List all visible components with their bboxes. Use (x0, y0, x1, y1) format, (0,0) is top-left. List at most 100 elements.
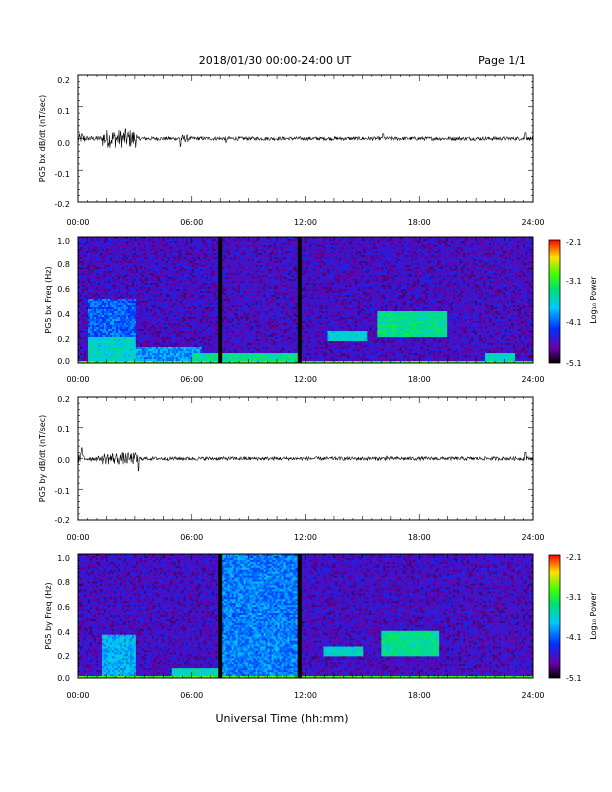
spectrogram-cell (216, 335, 218, 337)
spectrogram-cell (208, 331, 210, 333)
spectrogram-cell (214, 315, 216, 317)
spectrogram-cell (88, 253, 90, 255)
spectrogram-cell (130, 245, 132, 247)
spectrogram-cell (142, 251, 144, 253)
spectrogram-cell (106, 357, 108, 359)
spectrogram-cell (192, 327, 194, 329)
spectrogram-cell (210, 257, 212, 259)
spectrogram-cell (216, 309, 218, 311)
spectrogram-cell (102, 339, 104, 341)
spectrogram-cell (126, 247, 128, 249)
spectrogram-cell (162, 273, 164, 275)
spectrogram-cell (156, 267, 158, 269)
spectrogram-cell (122, 333, 124, 335)
spectrogram-cell (86, 255, 88, 257)
spectrogram-cell (86, 329, 88, 331)
spectrogram-cell (96, 265, 98, 267)
spectrogram-cell (192, 253, 194, 255)
spectrogram-cell (164, 335, 166, 337)
spectrogram-cell (164, 341, 166, 343)
spectrogram-cell (86, 261, 88, 263)
spectrogram-cell (192, 313, 194, 315)
spectrogram-cell (144, 317, 146, 319)
spectrogram-cell (116, 247, 118, 249)
spectrogram-cell (202, 331, 204, 333)
spectrogram-cell (206, 337, 208, 339)
spectrogram-cell (124, 297, 126, 299)
spectrogram-cell (198, 251, 200, 253)
spectrogram-cell (144, 335, 146, 337)
spectrogram-cell (88, 321, 90, 323)
spectrogram-cell (176, 327, 178, 329)
spectrogram-cell (188, 307, 190, 309)
spectrogram-cell (100, 327, 102, 329)
spectrogram-cell (212, 359, 214, 361)
spectrogram-cell (142, 243, 144, 245)
spectrogram-cell (202, 335, 204, 337)
spectrogram-cell (214, 349, 216, 351)
spectrogram-cell (204, 261, 206, 263)
spectrogram-cell (216, 269, 218, 271)
spectrogram-cell (138, 353, 140, 355)
spectrogram-cell (182, 289, 184, 291)
spectrogram-cell (226, 241, 228, 243)
spectrogram-cell (84, 317, 86, 319)
spectrogram-cell (84, 273, 86, 275)
spectrogram-cell (168, 351, 170, 353)
spectrogram-cell (98, 293, 100, 295)
spectrogram-cell (188, 279, 190, 281)
spectrogram-cell (110, 297, 112, 299)
spectrogram-cell (186, 321, 188, 323)
spectrogram-cell (226, 327, 228, 329)
spectrogram-cell (84, 311, 86, 313)
spectrogram-cell (176, 305, 178, 307)
spectrogram-cell (194, 251, 196, 253)
spectrogram-cell (94, 355, 96, 357)
spectrogram-cell (178, 323, 180, 325)
spectrogram-cell (168, 309, 170, 311)
spectrogram-cell (128, 339, 130, 341)
spectrogram-cell (134, 281, 136, 283)
spectrogram-cell (176, 253, 178, 255)
spectrogram-cell (124, 287, 126, 289)
spectrogram-cell (124, 281, 126, 283)
spectrogram-cell (180, 349, 182, 351)
spectrogram-cell (168, 259, 170, 261)
spectrogram-cell (106, 317, 108, 319)
spectrogram-cell (230, 275, 232, 277)
spectrogram-cell (110, 327, 112, 329)
spectrogram-cell (110, 359, 112, 361)
spectrogram-cell (88, 309, 90, 311)
spectrogram-cell (230, 243, 232, 245)
spectrogram-cell (164, 357, 166, 359)
spectrogram-cell (144, 349, 146, 351)
spectrogram-cell (136, 283, 138, 285)
spectrogram-cell (182, 281, 184, 283)
spectrogram-cell (230, 317, 232, 319)
spectrogram-cell (206, 353, 208, 355)
spectrogram-cell (96, 311, 98, 313)
spectrogram-cell (98, 259, 100, 261)
spectrogram-cell (94, 293, 96, 295)
spectrogram-cell (162, 309, 164, 311)
spectrogram-cell (116, 353, 118, 355)
spectrogram-cell (208, 307, 210, 309)
spectrogram-cell (120, 319, 122, 321)
spectrogram-cell (142, 275, 144, 277)
spectrogram-cell (216, 319, 218, 321)
spectrogram-cell (178, 269, 180, 271)
spectrogram-cell (154, 289, 156, 291)
spectrogram-cell (230, 321, 232, 323)
spectrogram-cell (122, 267, 124, 269)
spectrogram-cell (146, 327, 148, 329)
spectrogram-cell (144, 271, 146, 273)
spectrogram-cell (206, 355, 208, 357)
spectrogram-cell (184, 275, 186, 277)
spectrogram-cell (196, 319, 198, 321)
spectrogram-cell (206, 289, 208, 291)
spectrogram-cell (174, 265, 176, 267)
spectrogram-cell (110, 239, 112, 241)
spectrogram-cell (116, 311, 118, 313)
spectrogram-cell (170, 323, 172, 325)
spectrogram-cell (212, 291, 214, 293)
